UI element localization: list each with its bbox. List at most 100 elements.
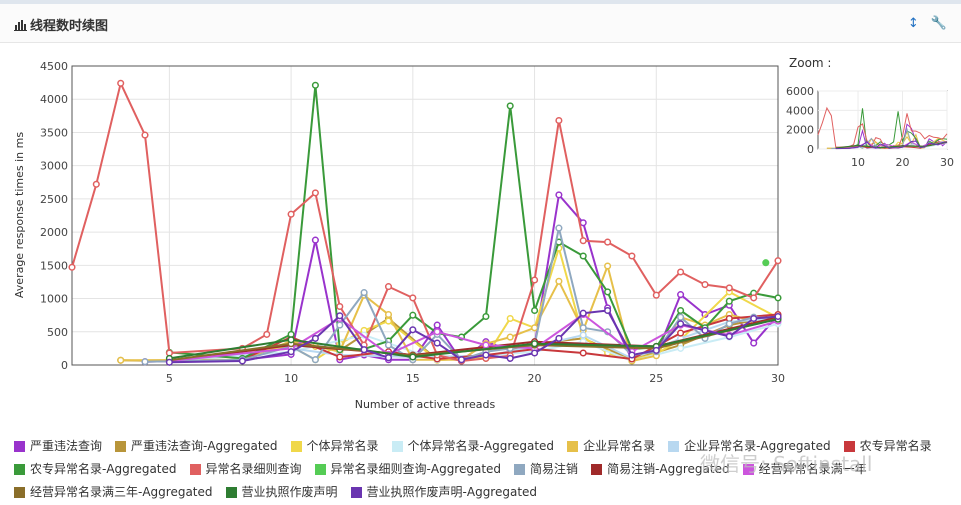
data-point[interactable] (384, 354, 393, 362)
data-point[interactable] (433, 339, 441, 347)
data-point[interactable] (457, 356, 466, 364)
data-point[interactable] (287, 348, 295, 356)
data-point[interactable] (287, 210, 295, 218)
data-point[interactable] (311, 81, 319, 89)
data-point[interactable] (677, 344, 685, 352)
wrench-icon[interactable]: 🔧 (930, 16, 947, 31)
legend-item[interactable]: 异常名录细则查询-Aggregated (314, 459, 501, 480)
legend-item[interactable]: 严重违法查询 (14, 436, 102, 457)
legend-item[interactable]: 营业执照作废声明 (225, 482, 338, 503)
data-point[interactable] (555, 224, 563, 232)
legend-item[interactable]: 经营异常名录满一年 (742, 459, 867, 480)
data-point[interactable] (725, 284, 733, 292)
legend-item[interactable]: 企业异常名录-Aggregated (668, 436, 831, 457)
data-point[interactable] (604, 288, 612, 296)
data-point[interactable] (604, 306, 612, 315)
legend-item[interactable]: 企业异常名录 (567, 436, 655, 457)
data-point[interactable] (531, 276, 539, 284)
legend-item[interactable]: 简易注销 (514, 459, 578, 480)
data-point[interactable] (725, 332, 733, 340)
data-point[interactable] (336, 312, 344, 320)
data-point[interactable] (117, 356, 125, 364)
data-point[interactable] (531, 349, 539, 357)
data-point[interactable] (531, 340, 539, 348)
data-point[interactable] (384, 341, 393, 349)
data-point[interactable] (677, 268, 685, 276)
data-point[interactable] (555, 116, 563, 125)
data-point[interactable] (652, 291, 660, 299)
data-point[interactable] (287, 336, 295, 344)
data-point[interactable] (263, 330, 271, 338)
data-point[interactable] (579, 349, 587, 357)
data-point[interactable] (531, 324, 539, 332)
legend-item[interactable]: 简易注销-Aggregated (591, 459, 730, 480)
legend-item[interactable]: 异常名录细则查询 (189, 459, 302, 480)
data-point[interactable] (677, 313, 685, 321)
data-point[interactable] (750, 314, 758, 323)
data-point[interactable] (409, 326, 417, 334)
data-point[interactable] (604, 262, 612, 270)
data-point[interactable] (117, 79, 125, 87)
data-point[interactable] (336, 353, 344, 361)
data-point[interactable] (579, 309, 587, 317)
data-point[interactable] (482, 312, 490, 321)
legend-item[interactable]: 个体异常名录-Aggregated (391, 436, 554, 457)
data-point[interactable] (774, 257, 782, 265)
data-point[interactable] (531, 306, 539, 315)
data-point[interactable] (701, 281, 709, 289)
data-point[interactable] (482, 351, 490, 359)
data-point[interactable] (725, 320, 733, 328)
data-point[interactable] (677, 306, 685, 315)
data-point[interactable] (68, 263, 76, 271)
data-point[interactable] (677, 320, 685, 328)
data-point[interactable] (555, 277, 563, 285)
data-point[interactable] (701, 326, 709, 334)
data-point[interactable] (750, 294, 758, 302)
data-point[interactable] (238, 357, 246, 365)
data-point[interactable] (384, 310, 393, 319)
data-point[interactable] (433, 321, 441, 329)
data-point[interactable] (774, 294, 782, 302)
data-point[interactable] (311, 356, 319, 364)
data-point[interactable] (555, 334, 563, 342)
data-point[interactable] (433, 328, 441, 336)
data-point[interactable] (482, 341, 490, 349)
data-point[interactable] (652, 346, 660, 354)
data-point[interactable] (311, 189, 319, 197)
data-point[interactable] (311, 334, 319, 342)
data-point[interactable] (506, 354, 514, 362)
data-point[interactable] (750, 339, 758, 347)
legend-item[interactable]: 农专异常名录 (843, 436, 932, 457)
legend-item[interactable]: 营业执照作废声明-Aggregated (350, 482, 537, 503)
data-point[interactable] (506, 102, 514, 110)
data-point[interactable] (92, 180, 100, 188)
data-point[interactable] (311, 236, 319, 244)
data-point[interactable] (579, 219, 587, 227)
data-point[interactable] (336, 302, 344, 311)
data-point[interactable] (384, 283, 393, 291)
data-point[interactable] (165, 358, 173, 366)
legend-item[interactable]: 经营异常名录满三年-Aggregated (14, 482, 213, 503)
data-point[interactable] (336, 321, 344, 329)
data-point[interactable] (677, 329, 685, 337)
data-point[interactable] (409, 353, 417, 361)
legend-item[interactable]: 严重违法查询-Aggregated (115, 436, 278, 457)
data-point[interactable] (555, 191, 563, 199)
data-point[interactable] (579, 252, 587, 260)
sort-arrows-icon[interactable]: ↕ (907, 16, 919, 31)
data-point[interactable] (409, 311, 417, 319)
legend-item[interactable]: 农专异常名录-Aggregated (14, 459, 177, 480)
data-point[interactable] (506, 333, 514, 341)
data-point[interactable] (604, 238, 612, 246)
data-point[interactable] (360, 289, 368, 297)
data-point[interactable] (677, 291, 685, 299)
data-point[interactable] (141, 131, 149, 139)
data-point[interactable] (725, 297, 733, 305)
data-point[interactable] (628, 252, 636, 260)
data-point[interactable] (409, 294, 417, 302)
data-point[interactable] (762, 259, 770, 267)
data-point[interactable] (141, 358, 149, 366)
data-point[interactable] (628, 351, 636, 359)
data-point[interactable] (579, 331, 587, 339)
data-point[interactable] (579, 324, 587, 332)
